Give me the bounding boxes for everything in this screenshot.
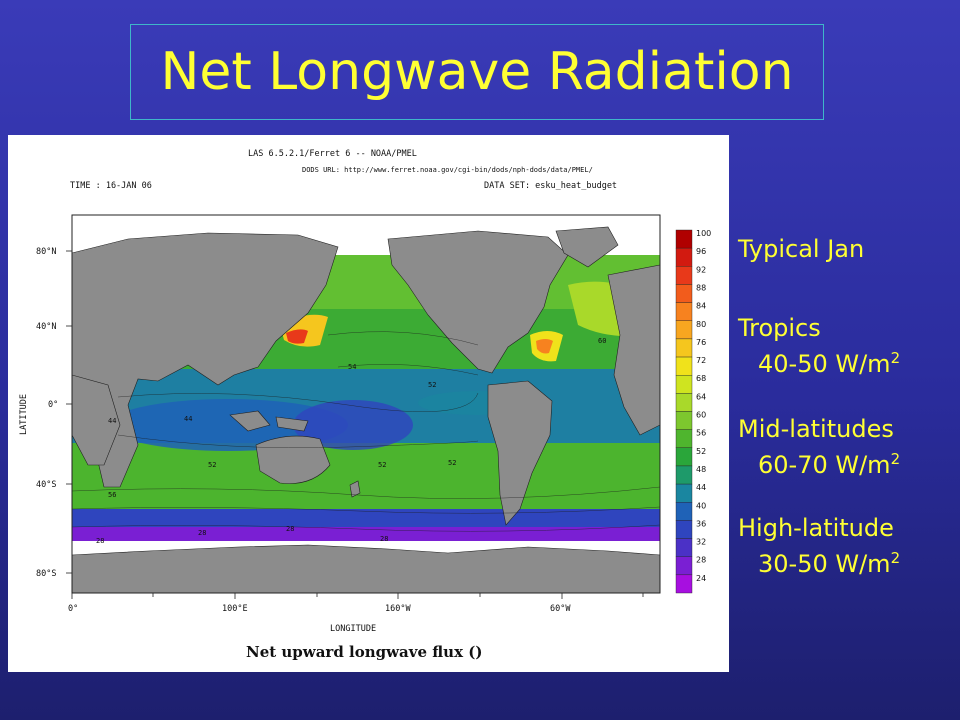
colorbar-swatch: [675, 429, 693, 448]
time-label: TIME : 16-JAN 06: [70, 181, 152, 191]
colorbar-swatch: [675, 520, 693, 539]
colorbar-label: 76: [696, 338, 706, 347]
flux-map-figure: LAS 6.5.2.1/Ferret 6 -- NOAA/PMEL DODS U…: [8, 135, 729, 672]
colorbar-swatch: [675, 356, 693, 376]
colorbar-label: 36: [696, 519, 706, 528]
colorbar-label: 48: [696, 465, 706, 474]
contour-label: 28: [96, 537, 104, 545]
contour-label: 28: [198, 529, 206, 537]
contour-label: 52: [448, 459, 456, 467]
y-tick-label: 0°: [48, 400, 58, 410]
dataset-label: DATA SET: esku_heat_budget: [484, 181, 617, 191]
dods-url-label: DODS URL: http://www.ferret.noaa.gov/cgi…: [302, 166, 593, 174]
colorbar-label: 92: [696, 265, 706, 274]
x-tick-label: 60°W: [550, 604, 571, 614]
tropics-value-text: 40-50 W/m: [758, 350, 891, 378]
unit-exponent: 2: [890, 450, 901, 468]
colorbar-swatch: [675, 411, 693, 430]
colorbar-label: 88: [696, 283, 706, 292]
colorbar-swatch: [675, 229, 693, 249]
annotation-high: High-latitude 30-50 W/m2: [738, 513, 900, 579]
contour-label: 60: [598, 337, 606, 345]
colorbar-swatch: [675, 574, 693, 594]
contour-label: 52: [208, 461, 216, 469]
contour-label: 44: [108, 417, 116, 425]
contour-label: 56: [108, 491, 116, 499]
colorbar-label: 32: [696, 538, 706, 547]
colorbar-swatch: [675, 502, 693, 521]
x-tick-label: 100°E: [222, 604, 248, 614]
colorbar-swatch: [675, 266, 693, 285]
unit-exponent: 2: [890, 549, 901, 567]
colorbar-swatch: [675, 247, 693, 267]
contour-label: 28: [286, 525, 294, 533]
colorbar-swatch: [675, 447, 693, 467]
high-value: 30-50 W/m2: [738, 543, 900, 579]
x-tick-label: 160°W: [385, 604, 411, 614]
mid-value: 60-70 W/m2: [738, 444, 900, 480]
colorbar-label: 60: [696, 411, 706, 420]
colorbar-label: 100: [696, 229, 711, 238]
colorbar-swatch: [675, 320, 693, 340]
colorbar-label: 84: [696, 302, 706, 311]
y-tick-label: 80°S: [36, 569, 56, 579]
y-tick-label: 80°N: [36, 247, 56, 257]
contour-label: 44: [184, 415, 192, 423]
high-label: High-latitude: [738, 514, 894, 542]
colorbar-label: 44: [696, 483, 706, 492]
colorbar-label: 68: [696, 374, 706, 383]
unit-exponent: 2: [890, 349, 901, 367]
colorbar-label: 72: [696, 356, 706, 365]
colorbar-swatch: [675, 284, 693, 303]
contour-label: 52: [428, 381, 436, 389]
colorbar-swatch: [675, 374, 693, 394]
colorbar: 100 96 92 88 84 80 76 72 68 64 60 56 52 48 44 40 36 32 28 2…: [675, 229, 711, 594]
slide-title: Net Longwave Radiation: [160, 42, 794, 102]
colorbar-label: 52: [696, 447, 706, 456]
y-tick-label: 40°N: [36, 322, 56, 332]
mid-value-text: 60-70 W/m: [758, 451, 891, 479]
x-axis-label: LONGITUDE: [330, 624, 376, 634]
map-plot: 52 60 44 54 52 52 28 28 28 28 56 52 44: [71, 214, 661, 594]
tropics-label: Tropics: [738, 314, 821, 342]
tropics-value: 40-50 W/m2: [738, 343, 900, 379]
software-label: LAS 6.5.2.1/Ferret 6 -- NOAA/PMEL: [248, 149, 417, 159]
colorbar-swatch: [675, 393, 693, 412]
annotation-heading: Typical Jan: [738, 235, 865, 263]
colorbar-swatch: [675, 538, 693, 557]
x-tick-label: 0°: [68, 604, 78, 614]
colorbar-label: 56: [696, 429, 706, 438]
colorbar-label: 28: [696, 556, 706, 565]
high-value-text: 30-50 W/m: [758, 550, 891, 578]
mid-label: Mid-latitudes: [738, 415, 894, 443]
y-axis-label: LATITUDE: [19, 394, 29, 435]
colorbar-label: 80: [696, 320, 706, 329]
contour-label: 52: [378, 461, 386, 469]
colorbar-swatch: [675, 483, 693, 503]
annotation-tropics: Tropics 40-50 W/m2: [738, 313, 900, 379]
colorbar-swatch: [675, 338, 693, 358]
contour-label: 28: [380, 535, 388, 543]
colorbar-label: 24: [696, 574, 706, 583]
y-tick-label: 40°S: [36, 480, 56, 490]
title-box: Net Longwave Radiation: [130, 24, 824, 120]
colorbar-label: 40: [696, 501, 706, 510]
colorbar-label: 64: [696, 392, 706, 401]
colorbar-swatch: [675, 556, 693, 576]
contour-label: 54: [348, 363, 356, 371]
plot-caption: Net upward longwave flux (): [246, 643, 482, 661]
colorbar-swatch: [675, 465, 693, 485]
annotation-mid: Mid-latitudes 60-70 W/m2: [738, 414, 900, 480]
colorbar-label: 96: [696, 247, 706, 256]
colorbar-swatch: [675, 302, 693, 321]
